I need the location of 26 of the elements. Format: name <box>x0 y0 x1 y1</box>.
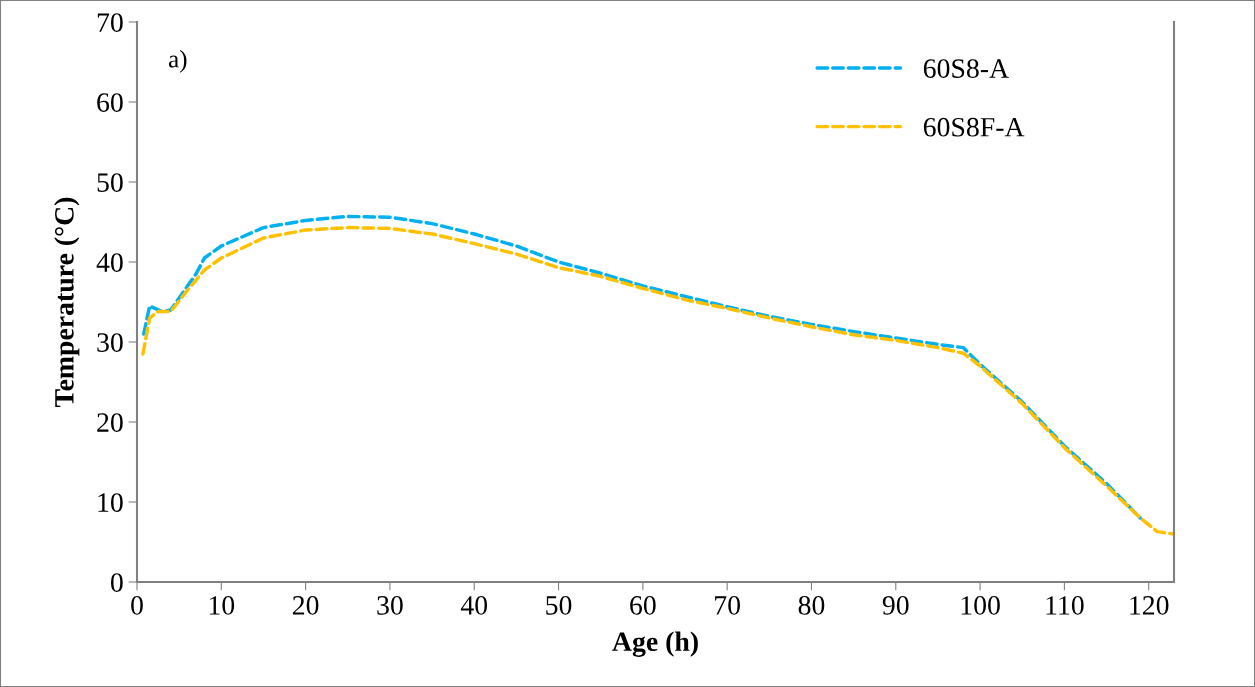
y-tick-label: 30 <box>97 333 123 352</box>
y-tick-label: 50 <box>97 173 123 192</box>
legend-label: 60S8F-A <box>923 117 1025 137</box>
y-tick-label: 60 <box>97 93 123 112</box>
x-tick-label: 10 <box>209 596 235 615</box>
x-tick-label: 80 <box>798 596 825 615</box>
x-tick-label: 20 <box>292 596 319 615</box>
y-axis-title: Temperature (°C) <box>54 197 80 408</box>
x-tick-label: 40 <box>460 596 488 615</box>
x-tick-label: 70 <box>715 596 740 615</box>
y-tick-label: 10 <box>98 493 123 512</box>
legend-label: 60S8-A <box>923 59 1009 78</box>
x-tick-label: 60 <box>630 596 656 615</box>
x-tick-label: 100 <box>961 596 1000 615</box>
x-axis-title: Age (h) <box>612 631 698 657</box>
x-tick-label: 30 <box>377 596 403 615</box>
y-tick-label: 20 <box>97 413 123 432</box>
y-tick-label: 0 <box>110 573 123 592</box>
annotation: a) <box>168 50 187 73</box>
x-tick-label: 110 <box>1046 596 1084 615</box>
y-tick-label: 40 <box>96 253 123 272</box>
x-tick-label: 90 <box>882 596 909 615</box>
x-tick-label: 0 <box>131 596 143 615</box>
x-tick-label: 120 <box>1130 596 1169 615</box>
y-tick-label: 70 <box>97 13 123 32</box>
x-tick-label: 50 <box>546 596 572 615</box>
